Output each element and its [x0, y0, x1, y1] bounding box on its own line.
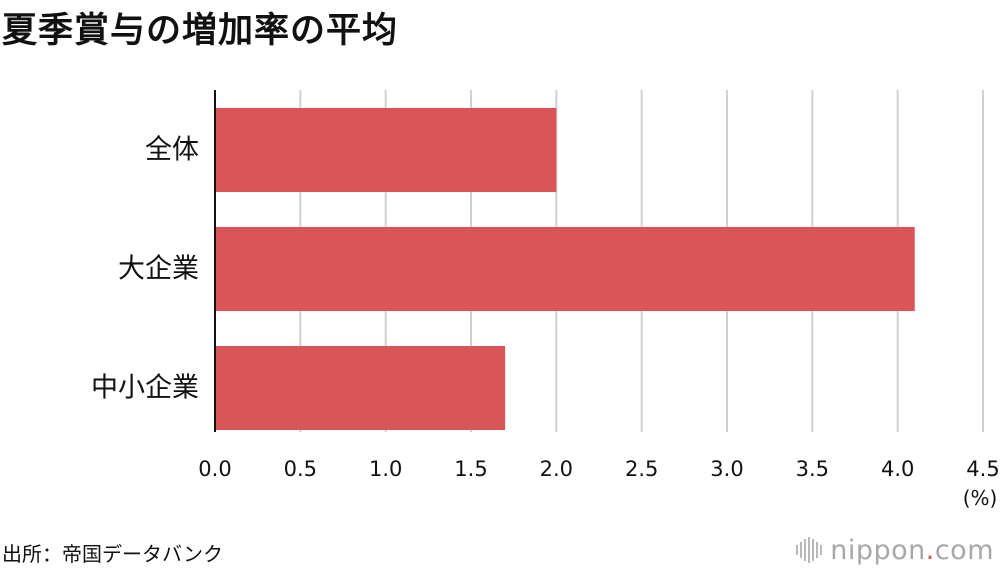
- category-label: 全体: [145, 135, 199, 166]
- logo-text: nippon.com: [830, 534, 994, 566]
- x-tick-label: 2.0: [540, 457, 573, 481]
- x-unit-label: (%): [963, 486, 998, 510]
- logo-mark-icon: [796, 537, 823, 563]
- bar: [215, 346, 506, 430]
- x-tick-label: 4.5: [966, 457, 999, 481]
- bar: [215, 108, 557, 192]
- nippon-logo: nippon.com: [796, 534, 994, 566]
- bars: [215, 108, 915, 430]
- bar: [215, 227, 915, 311]
- chart-title: 夏季賞与の増加率の平均: [2, 11, 399, 51]
- category-label: 中小企業: [91, 373, 199, 404]
- x-tick-label: 4.0: [881, 457, 914, 481]
- x-tick-label: 2.5: [625, 457, 658, 481]
- x-tick-label: 0.5: [284, 457, 317, 481]
- x-tick-label: 3.5: [796, 457, 829, 481]
- category-label: 大企業: [118, 254, 199, 285]
- source-note: 出所：帝国データバンク: [2, 542, 223, 566]
- x-tick-label: 1.0: [369, 457, 402, 481]
- x-tick-label: 3.0: [710, 457, 743, 481]
- x-tick-label: 0.0: [198, 457, 231, 481]
- x-tick-labels: 0.0 0.5 1.0 1.5 2.0 2.5 3.0 3.5 4.0 4.5: [198, 457, 999, 481]
- x-tick-label: 1.5: [454, 457, 487, 481]
